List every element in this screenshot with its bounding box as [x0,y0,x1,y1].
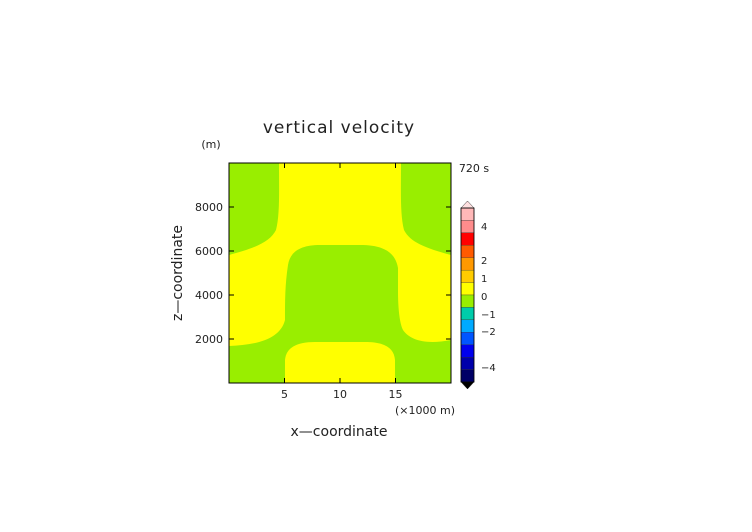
colorbar-bin [460,369,475,383]
colorbar: 4 2 1 0 −1 −2 −4 [460,200,496,390]
y-axis-label: z—coordinate [170,225,186,321]
colorbar-bottom-arrow [460,381,475,390]
y-tick-label: 4000 [195,289,223,302]
colorbar-bin [460,282,475,296]
colorbar-label: 4 [481,222,487,233]
x-unit-label: (×1000 m) [395,404,455,417]
y-axis: 2000 4000 6000 8000 [195,201,451,346]
chart-title: vertical velocity [263,118,415,138]
x-tick-label: 15 [389,388,403,401]
colorbar-frame [460,207,475,383]
colorbar-bin [460,269,475,283]
y-tick-label: 2000 [195,333,223,346]
colorbar-bin [460,356,475,370]
colorbar-label: −2 [481,327,496,338]
colorbar-bin [460,207,475,221]
colorbar-bin [460,294,475,308]
colorbar-top-arrow [460,200,475,209]
x-tick-label: 5 [281,388,288,401]
y-tick-label: 8000 [195,201,223,214]
colorbar-label: 1 [481,274,487,285]
colorbar-label: −1 [481,310,496,321]
time-label: 720 s [459,162,489,175]
plot-area: 5 10 15 2000 4000 6000 8000 [195,162,452,401]
x-axis: 5 10 15 [281,163,403,401]
colorbar-bin [460,245,475,258]
colorbar-label: −4 [481,363,496,374]
y-unit-label: (m) [201,138,220,151]
positive-region [229,163,451,346]
colorbar-bin [460,257,475,271]
colorbar-bin [460,220,475,234]
positive-region-bottom [285,342,395,383]
colorbar-bin [460,319,475,333]
colorbar-bin [460,332,475,345]
colorbar-bin [460,307,475,321]
colorbar-bin [460,344,475,358]
colorbar-label: 0 [481,292,487,303]
x-axis-label: x—coordinate [291,424,388,440]
x-tick-label: 10 [333,388,347,401]
colorbar-label: 2 [481,256,487,267]
colorbar-bin [460,232,475,246]
y-tick-label: 6000 [195,245,223,258]
